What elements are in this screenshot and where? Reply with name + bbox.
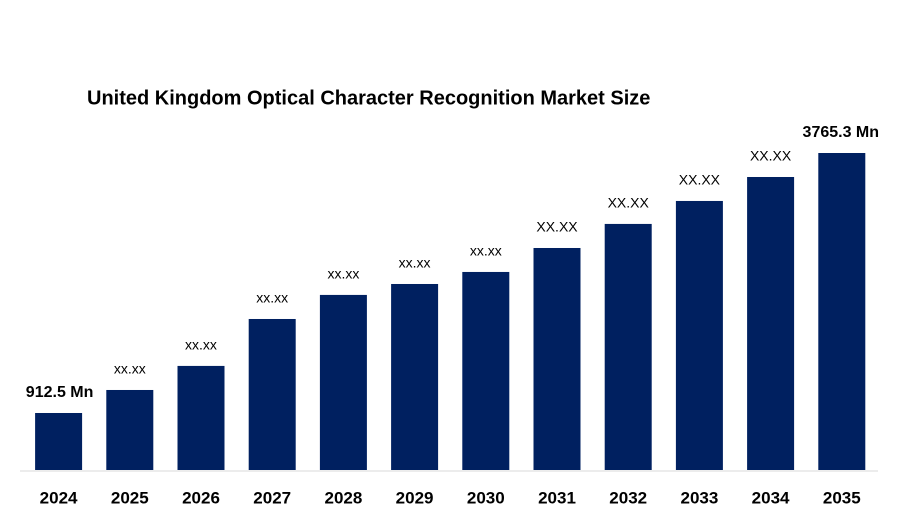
x-tick-label: 2028 xyxy=(324,488,362,507)
value-label: 3765.3 Mn xyxy=(803,124,879,141)
x-tick-label: 2029 xyxy=(396,488,434,507)
bar xyxy=(747,176,795,471)
value-label: XX.XX xyxy=(536,219,578,235)
bar xyxy=(462,271,510,470)
value-label: xx.xx xyxy=(114,361,146,377)
x-tick-label: 2027 xyxy=(253,488,291,507)
value-label: XX.XX xyxy=(679,172,721,188)
bar xyxy=(818,153,866,470)
value-label: xx.xx xyxy=(327,266,359,282)
x-tick-label: 2034 xyxy=(752,488,790,507)
bar xyxy=(35,412,83,470)
x-tick-label: 2031 xyxy=(538,488,576,507)
value-label: xx.xx xyxy=(185,337,217,353)
x-tick-label: 2033 xyxy=(680,488,718,507)
bar xyxy=(106,389,154,470)
value-label: xx.xx xyxy=(399,255,431,271)
x-tick-label: 2025 xyxy=(111,488,149,507)
x-tick-label: 2035 xyxy=(823,488,861,507)
bar xyxy=(248,318,296,470)
value-label: xx.xx xyxy=(256,290,288,306)
bar xyxy=(391,283,439,470)
bar xyxy=(319,294,367,470)
value-label: xx.xx xyxy=(470,243,502,259)
x-tick-label: 2024 xyxy=(40,488,78,507)
x-tick-label: 2026 xyxy=(182,488,220,507)
bar xyxy=(604,223,652,470)
bar xyxy=(533,247,581,470)
value-label: XX.XX xyxy=(608,195,650,211)
chart-title: United Kingdom Optical Character Recogni… xyxy=(87,87,650,109)
value-label: 912.5 Mn xyxy=(26,384,94,401)
bar xyxy=(177,365,225,470)
x-tick-label: 2032 xyxy=(609,488,647,507)
x-tick-label: 2030 xyxy=(467,488,505,507)
bar xyxy=(675,200,723,470)
value-label: XX.XX xyxy=(750,148,792,164)
